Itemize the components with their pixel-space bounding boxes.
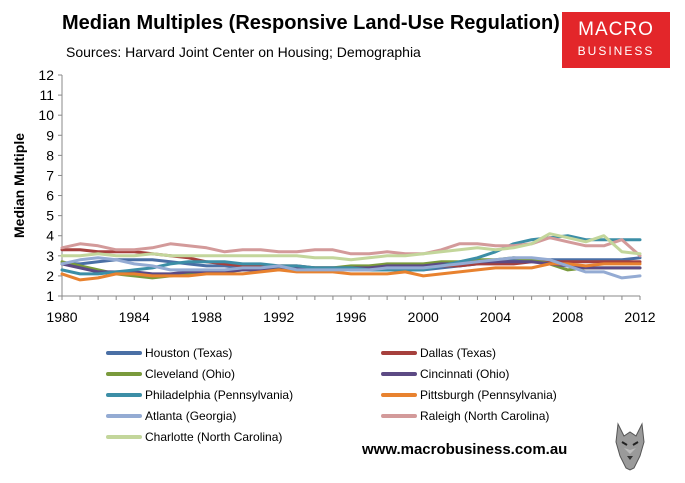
legend-swatch <box>106 414 142 418</box>
y-tick-label: 12 <box>38 67 54 83</box>
x-tick-label: 1996 <box>335 309 366 325</box>
legend-label: Houston (Texas) <box>145 346 233 360</box>
y-tick-label: 10 <box>38 107 54 123</box>
y-tick-label: 7 <box>46 167 54 183</box>
chart-subtitle: Sources: Harvard Joint Center on Housing… <box>66 44 421 60</box>
legend-label: Cincinnati (Ohio) <box>420 367 510 381</box>
legend-label: Raleigh (North Carolina) <box>420 409 550 423</box>
legend-label: Cleveland (Ohio) <box>145 367 236 381</box>
legend-swatch <box>381 393 417 397</box>
x-tick-label: 2008 <box>552 309 583 325</box>
wolf-mascot-icon <box>615 422 645 471</box>
legend-label: Philadelphia (Pennsylvania) <box>145 388 294 402</box>
chart-title: Median Multiples (Responsive Land-Use Re… <box>62 12 560 34</box>
legend-label: Atlanta (Georgia) <box>145 409 237 423</box>
footer-url: www.macrobusiness.com.au <box>362 441 568 458</box>
legend-swatch <box>106 435 142 439</box>
legend-item: Philadelphia (Pennsylvania) <box>106 386 293 404</box>
x-tick-label: 2004 <box>480 309 511 325</box>
legend-item: Pittsburgh (Pennsylvania) <box>381 386 557 404</box>
y-tick-label: 3 <box>46 248 54 264</box>
legend-swatch <box>106 372 142 376</box>
x-tick-label: 2012 <box>624 309 655 325</box>
legend-swatch <box>381 372 417 376</box>
y-tick-label: 11 <box>39 87 54 103</box>
y-tick-label: 8 <box>46 147 54 163</box>
legend-item: Dallas (Texas) <box>381 344 496 362</box>
legend-label: Dallas (Texas) <box>420 346 497 360</box>
y-tick-label: 6 <box>46 188 54 204</box>
series-line-raleigh-north-carolina <box>60 236 642 258</box>
legend-item: Atlanta (Georgia) <box>106 407 236 425</box>
series-line-pittsburgh-pennsylvania <box>60 262 642 282</box>
y-tick-label: 4 <box>46 228 54 244</box>
y-axis-label: Median Multiple <box>11 133 27 238</box>
logo-line-2: BUSINESS <box>577 44 655 58</box>
y-tick-label: 5 <box>46 208 54 224</box>
series-line-atlanta-georgia <box>60 256 642 280</box>
series-line-charlotte-north-carolina <box>60 232 642 262</box>
legend-swatch <box>106 393 142 397</box>
macrobusiness-logo: MACRO BUSINESS <box>562 12 670 68</box>
legend-item: Cleveland (Ohio) <box>106 365 235 383</box>
x-tick-label: 2000 <box>408 309 439 325</box>
y-tick-label: 9 <box>46 127 54 143</box>
x-tick-label: 1980 <box>46 309 77 325</box>
legend-item: Cincinnati (Ohio) <box>381 365 509 383</box>
legend-swatch <box>381 351 417 355</box>
legend-item: Houston (Texas) <box>106 344 232 362</box>
x-tick-label: 1988 <box>191 309 222 325</box>
legend-swatch <box>106 351 142 355</box>
y-tick-label: 2 <box>46 268 54 284</box>
legend-item: Charlotte (North Carolina) <box>106 428 282 446</box>
x-tick-label: 1992 <box>263 309 294 325</box>
legend-label: Pittsburgh (Pennsylvania) <box>420 388 557 402</box>
legend-item: Raleigh (North Carolina) <box>381 407 549 425</box>
legend-swatch <box>381 414 417 418</box>
logo-line-1: MACRO <box>578 19 654 40</box>
legend-label: Charlotte (North Carolina) <box>145 430 283 444</box>
y-tick-label: 1 <box>46 288 54 304</box>
x-tick-label: 1984 <box>119 309 150 325</box>
